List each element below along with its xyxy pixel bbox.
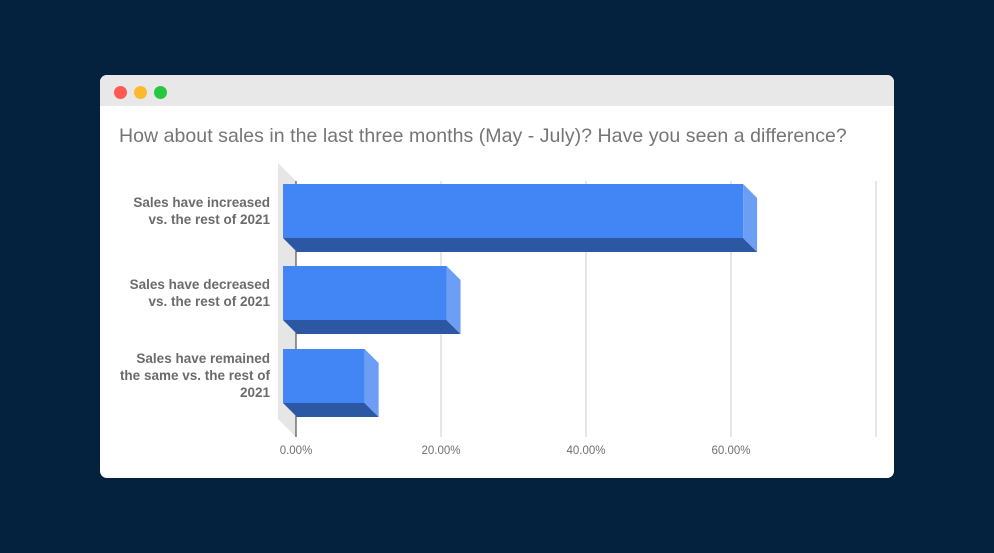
bar-front-face — [283, 266, 447, 320]
bar-side-face — [446, 266, 461, 334]
category-label-line: Sales have decreased — [129, 277, 270, 292]
browser-window: How about sales in the last three months… — [100, 75, 894, 478]
category-label: Sales have increased vs. the rest of 2021 — [110, 194, 270, 228]
category-label-line: Sales have increased — [133, 195, 270, 210]
bar-bottom-face — [283, 320, 461, 334]
category-label-line: vs. the rest of 2021 — [148, 294, 270, 309]
x-tick-label: 0.00% — [279, 445, 313, 457]
x-tick-label: 20.00% — [421, 445, 461, 457]
bar-side-face — [743, 184, 758, 252]
bar-bottom-face — [283, 403, 379, 417]
window-titlebar — [100, 75, 894, 106]
x-tick-label: 60.00% — [711, 445, 751, 457]
x-tick-label: 40.00% — [566, 445, 606, 457]
category-label: Sales have decreased vs. the rest of 2021 — [110, 276, 270, 310]
bar-bottom-face — [283, 238, 758, 252]
category-label-line: vs. the rest of 2021 — [148, 212, 270, 227]
chart-title: How about sales in the last three months… — [119, 125, 847, 147]
bar-front-face — [283, 349, 365, 403]
category-label-line: Sales have remained — [136, 351, 270, 366]
category-label-line: 2021 — [239, 385, 270, 400]
close-window-icon[interactable] — [114, 86, 127, 99]
bar-front-face — [283, 184, 744, 238]
minimize-window-icon[interactable] — [134, 86, 147, 99]
maximize-window-icon[interactable] — [154, 86, 167, 99]
bar-chart-plot — [278, 163, 877, 437]
bar-side-face — [364, 349, 379, 417]
category-label: Sales have remained the same vs. the rest… — [110, 350, 270, 401]
category-label-line: the same vs. the rest of — [119, 368, 270, 383]
